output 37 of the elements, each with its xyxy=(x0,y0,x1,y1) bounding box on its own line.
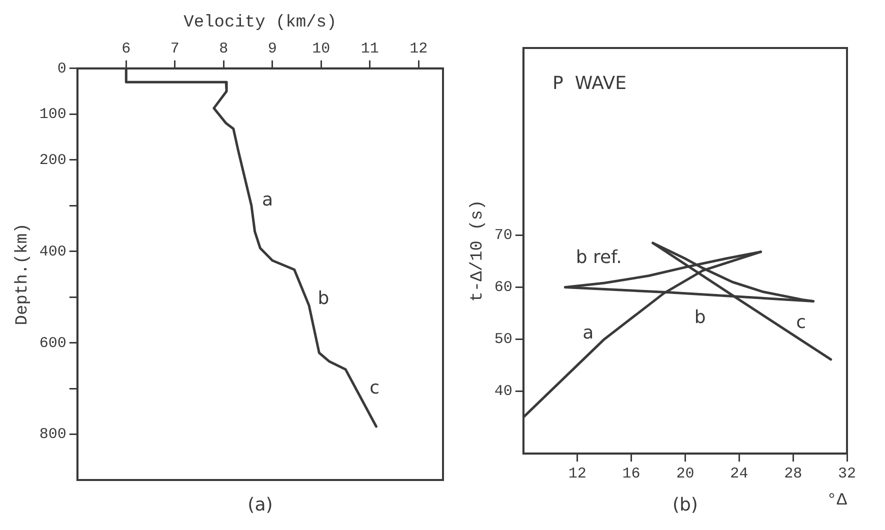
x-tick-label: 12 xyxy=(410,40,428,58)
annotation: b ref. xyxy=(576,246,622,268)
x-tick-label: 10 xyxy=(312,40,330,58)
annotation: b xyxy=(318,288,330,309)
text: (a) xyxy=(248,494,273,516)
y-tick-label: 200 xyxy=(39,152,66,169)
x-tick-label: 20 xyxy=(676,466,694,483)
y-tick-label: 70 xyxy=(494,227,512,244)
x-tick-label: 24 xyxy=(730,466,748,483)
x-tick-label: 7 xyxy=(170,40,180,58)
x-tick-label: 28 xyxy=(784,466,802,483)
y-tick-label: 50 xyxy=(494,331,512,348)
y-tick-label: 600 xyxy=(39,334,66,352)
x-axis-title: °Δ xyxy=(826,491,848,510)
x-tick-label: 8 xyxy=(219,40,228,58)
y-tick-label: 0 xyxy=(57,60,66,78)
y-tick-label: 40 xyxy=(494,383,512,400)
annotation: c xyxy=(370,377,380,398)
annotation: a xyxy=(582,322,594,344)
y-tick-label: 60 xyxy=(494,279,512,296)
x-tick-label: 32 xyxy=(838,466,856,483)
x-tick-label: 6 xyxy=(122,40,131,58)
annotation: a xyxy=(262,190,274,211)
x-tick-label: 16 xyxy=(622,466,640,483)
x-tick-label: 9 xyxy=(268,40,277,58)
y-tick-label: 400 xyxy=(39,243,66,260)
x-axis-title: Velocity (km/s) xyxy=(184,14,337,33)
y-axis-title: Depth.(km) xyxy=(14,223,33,326)
x-tick-label: 12 xyxy=(568,466,586,483)
annotation: b xyxy=(694,307,706,328)
y-axis-title: t-Δ/10 (s) xyxy=(468,200,488,302)
annotation: c xyxy=(796,312,806,334)
annotation: P WAVE xyxy=(552,73,626,94)
y-tick-label: 100 xyxy=(39,106,66,124)
y-tick-label: 800 xyxy=(39,426,66,444)
text: (b) xyxy=(672,494,698,516)
x-tick-label: 11 xyxy=(360,40,379,58)
